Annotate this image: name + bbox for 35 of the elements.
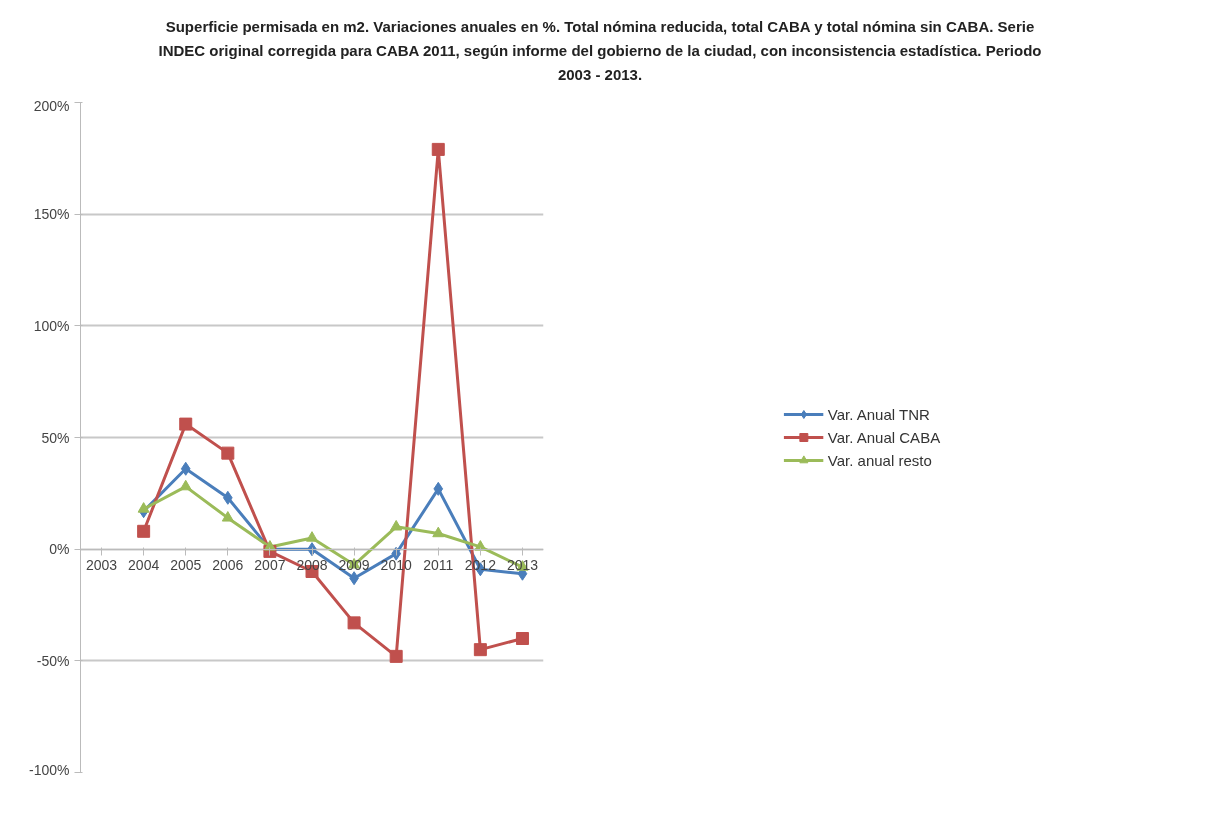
y-tick-label: 200%: [33, 97, 70, 114]
x-tick-label: 2006: [212, 557, 244, 574]
y-tick-label: 0%: [49, 541, 70, 558]
point: [515, 632, 529, 645]
y-tick-label: -100%: [29, 761, 70, 778]
point: [137, 502, 150, 513]
point: [347, 616, 361, 630]
point: [390, 519, 403, 531]
x-tick-label: 2003: [85, 557, 118, 574]
point: [180, 461, 191, 476]
point: [179, 417, 193, 431]
legend-label: Var. Anual CABA: [827, 428, 941, 446]
point: [431, 142, 445, 156]
x-tick-label: 2004: [128, 557, 160, 574]
legend-label: Var. anual resto: [827, 451, 932, 469]
x-tick-label: 2011: [423, 557, 454, 574]
x-tick-label: 2005: [170, 557, 202, 574]
y-tick-label: 150%: [33, 206, 70, 223]
point: [137, 524, 151, 538]
point: [221, 446, 235, 460]
point: [389, 649, 403, 663]
point: [263, 540, 276, 551]
point: [432, 526, 445, 538]
point: [433, 481, 444, 496]
text: Superficie permisada en m2. Variaciones anuales en %. Total nómina reducida, total CABA y total nómina sin CABA. Serie INDEC original corregida para CABA 2011, según informe del gobierno de la ciudad, con inconsistencia estadística. Periodo 2003 - 2013.: [157, 17, 1043, 85]
point: [222, 490, 233, 505]
x-tick-label: 2007: [254, 557, 286, 574]
legend-label: Var. Anual TNR: [827, 405, 930, 423]
y-tick-label: -50%: [36, 652, 70, 669]
y-tick-label: 50%: [41, 429, 70, 446]
y-tick-label: 100%: [33, 317, 70, 334]
point: [473, 643, 487, 657]
point: [221, 511, 234, 522]
point: [391, 546, 402, 561]
point: [306, 531, 318, 542]
